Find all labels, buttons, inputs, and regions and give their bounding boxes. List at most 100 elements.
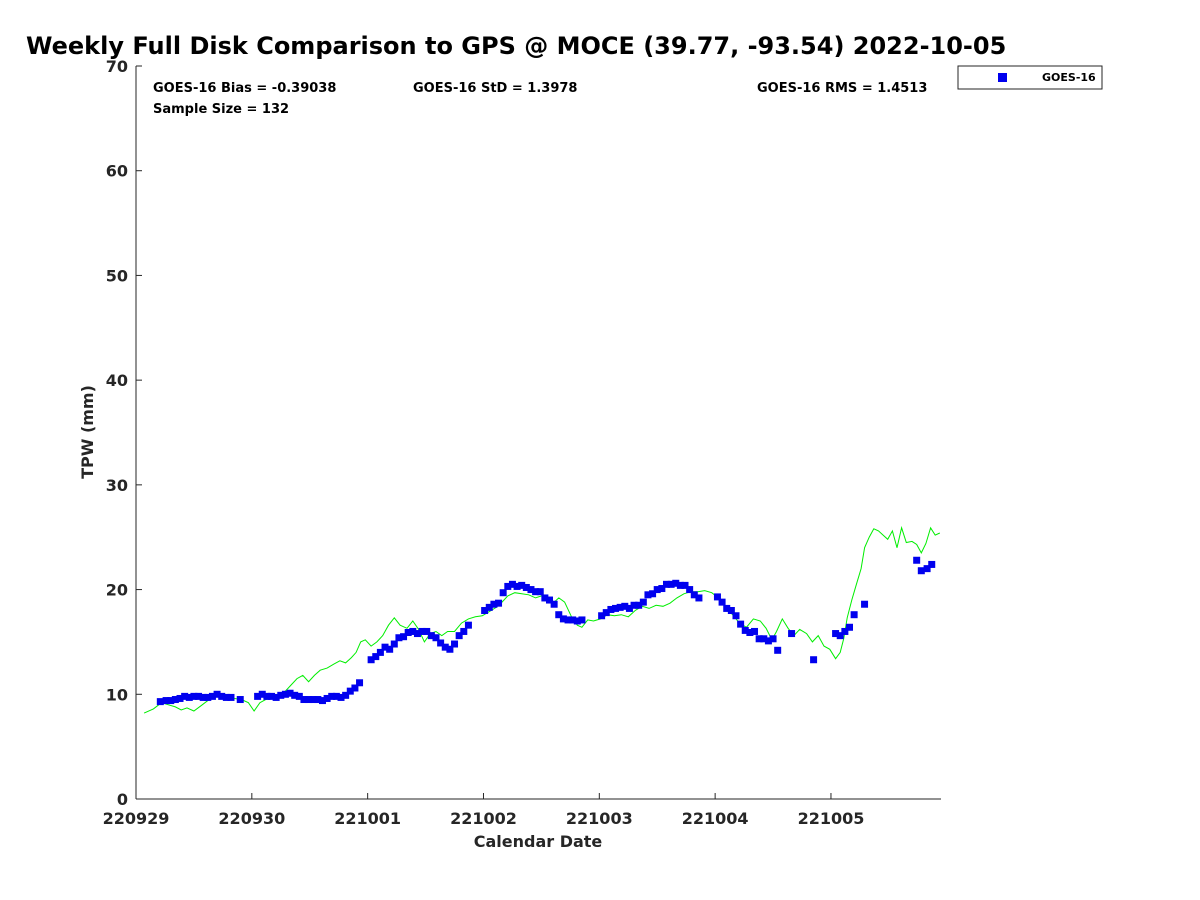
y-tick-label: 50 (106, 266, 128, 285)
goes16-point (318, 697, 326, 705)
goes16-point (291, 691, 299, 699)
goes16-point (162, 697, 170, 705)
goes16-point (564, 616, 572, 624)
goes16-point (386, 645, 394, 653)
goes16-point (281, 690, 289, 698)
goes16-point (485, 603, 493, 611)
y-tick-label: 70 (106, 57, 128, 76)
goes16-point (295, 692, 303, 700)
goes16-point (644, 591, 652, 599)
goes16-point (404, 629, 412, 637)
goes16-point (464, 621, 472, 629)
goes16-point (555, 611, 563, 619)
goes16-point (658, 585, 666, 593)
goes16-point (760, 635, 768, 643)
goes16-point (836, 632, 844, 640)
goes16-point (527, 586, 535, 594)
goes16-point (732, 612, 740, 620)
plot-background (136, 66, 941, 799)
goes16-point (612, 604, 620, 612)
goes16-point (741, 626, 749, 634)
goes16-point (751, 627, 759, 635)
goes16-point (342, 691, 350, 699)
y-tick-label: 60 (106, 162, 128, 181)
x-tick-label: 221004 (682, 809, 749, 828)
goes16-point (913, 556, 921, 564)
goes16-point (460, 627, 468, 635)
goes16-point (190, 692, 198, 700)
goes16-point (309, 696, 317, 704)
goes16-point (686, 586, 694, 594)
goes16-point (451, 640, 459, 648)
x-tick-label: 221005 (798, 809, 865, 828)
goes16-point (400, 633, 408, 641)
goes16-point (390, 640, 398, 648)
legend-box (957, 65, 1103, 90)
goes16-point (602, 609, 610, 617)
goes16-point (481, 607, 489, 615)
goes16-point (185, 693, 193, 701)
y-axis-label: TPW (mm) (78, 385, 97, 479)
goes16-point (518, 581, 526, 589)
goes16-point (559, 615, 567, 623)
goes16-point (598, 612, 606, 620)
y-tick-label: 0 (117, 790, 128, 809)
bias-stat: GOES-16 Bias = -0.39038 (153, 81, 336, 96)
goes16-point (810, 656, 818, 664)
goes16-point (522, 583, 530, 591)
goes16-point (508, 580, 516, 588)
goes16-point (213, 690, 221, 698)
goes16-point (616, 603, 624, 611)
goes16-point (550, 600, 558, 608)
plot-area: 0 10 20 30 40 50 60 70 220929 220930 221001 221002… (103, 57, 941, 828)
goes16-point (367, 656, 375, 664)
goes16-point (713, 593, 721, 601)
goes16-point (300, 696, 308, 704)
goes16-point (532, 588, 540, 596)
goes16-point (328, 692, 336, 700)
goes16-point (513, 582, 521, 590)
goes16-point (727, 607, 735, 615)
goes16-point (286, 689, 294, 697)
legend-marker (998, 73, 1007, 82)
goes16-point (676, 581, 684, 589)
goes16-point (639, 598, 647, 606)
goes16-point (495, 599, 503, 607)
goes16-point (653, 586, 661, 594)
x-tick-label: 220929 (103, 809, 170, 828)
std-stat: GOES-16 StD = 1.3978 (413, 81, 577, 96)
goes16-point (268, 692, 276, 700)
goes16-point (376, 648, 384, 656)
goes16-point (199, 693, 207, 701)
goes16-point (222, 693, 230, 701)
goes16-point (218, 692, 226, 700)
sample-size-stat: Sample Size = 132 (153, 102, 289, 117)
goes16-point (546, 596, 554, 604)
goes16-point (850, 611, 858, 619)
chart-title: Weekly Full Disk Comparison to GPS @ MOC… (26, 32, 1006, 60)
goes16-point (409, 627, 417, 635)
goes16-point (332, 692, 340, 700)
goes16-point (536, 588, 544, 596)
goes16-point (171, 696, 179, 704)
goes16-point (667, 580, 675, 588)
goes16-point (372, 653, 380, 661)
goes16-point (573, 617, 581, 625)
goes16-point (917, 567, 925, 575)
goes16-point (323, 694, 331, 702)
x-tick-label: 221001 (334, 809, 401, 828)
goes16-point (861, 600, 869, 608)
x-axis-label: Calendar Date (474, 832, 603, 851)
goes16-point (769, 635, 777, 643)
goes16-point (845, 623, 853, 631)
goes16-point (195, 692, 203, 700)
goes16-point (737, 620, 745, 628)
goes16-point (841, 627, 849, 635)
goes16-point (418, 627, 426, 635)
goes16-point (181, 692, 189, 700)
goes16-point (156, 698, 164, 706)
goes16-point (258, 690, 266, 698)
goes16-point (351, 684, 359, 692)
goes16-point (254, 692, 262, 700)
series-layer (143, 525, 941, 714)
